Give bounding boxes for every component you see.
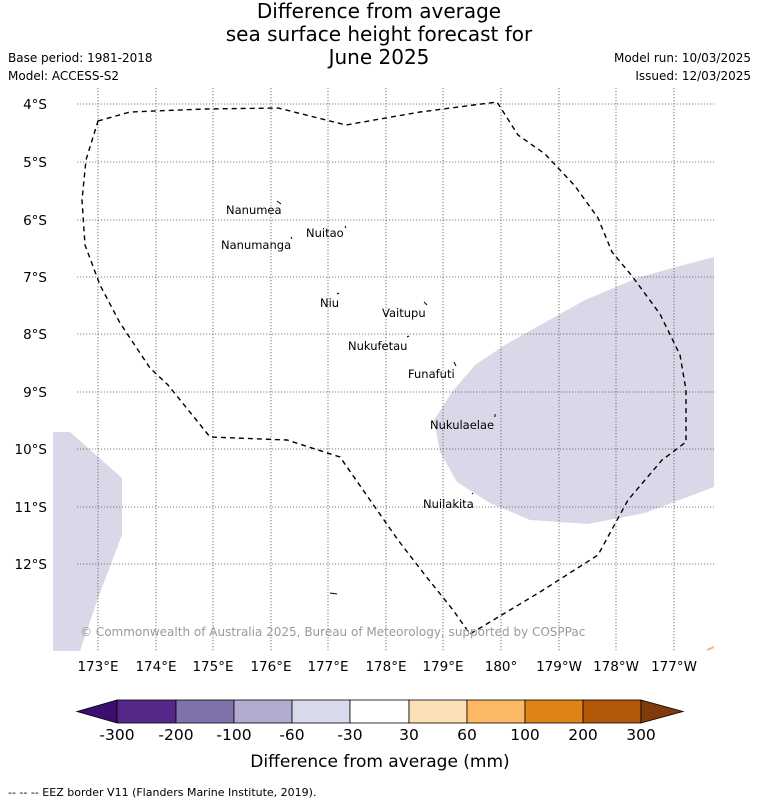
lon-label-7: 180° [485, 659, 518, 675]
colorbar-swatch-8 [582, 699, 642, 724]
colorbar-swatch-3 [291, 699, 351, 724]
colorbar-swatch-0 [116, 699, 177, 724]
lon-label-6: 179°E [422, 659, 463, 675]
island-marker-nuitao [344, 225, 347, 229]
lat-label-4: 8°S [23, 327, 47, 343]
island-marker-nukufetau [406, 335, 410, 338]
island-marker-nanumanga [290, 236, 293, 240]
meta-right: Model run: 10/03/2025 Issued: 12/03/2025 [614, 49, 751, 85]
model-name: Model: ACCESS-S2 [8, 69, 120, 83]
island-marker-niu [336, 292, 340, 295]
island-marker-nuilakita [471, 492, 474, 495]
colorbar-tick-2: -100 [216, 726, 251, 744]
island-label-nuitao: Nuitao [306, 226, 344, 240]
lat-label-5: 9°S [23, 385, 47, 401]
colorbar-swatch-5 [408, 699, 468, 724]
island-markers [276, 200, 496, 595]
anomaly-region-west [53, 432, 122, 651]
colorbar-swatch-1 [175, 699, 235, 724]
colorbar-tick-9: 300 [626, 726, 656, 744]
island-marker-nanumea [276, 200, 282, 205]
island-marker-funafuti [453, 361, 457, 367]
lon-label-5: 178°E [365, 659, 406, 675]
island-label-nukufetau: Nukufetau [348, 339, 407, 353]
island-label-niu: Niu [320, 296, 339, 310]
issued-date: Issued: 12/03/2025 [635, 69, 751, 83]
island-marker-reef [329, 592, 338, 595]
colorbar-tick-0: -300 [99, 726, 134, 744]
lon-label-0: 173°E [77, 659, 118, 675]
island-labels: Nanumea Nuitao Nanumanga Niu Vaitupu Nuk… [221, 203, 494, 511]
island-marker-vaitupu [423, 301, 428, 306]
lon-label-8: 179°W [536, 659, 582, 675]
colorbar-swatch-6 [466, 699, 526, 724]
lon-label-2: 175°E [192, 659, 233, 675]
colorbar-swatch-7 [524, 699, 584, 724]
title-line-2: sea surface height forecast for [225, 22, 533, 46]
chart-title: Difference from average sea surface heig… [0, 0, 758, 69]
model-run: Model run: 10/03/2025 [613, 51, 751, 65]
anomaly-fill [53, 257, 714, 651]
lat-label-1: 5°S [23, 155, 47, 171]
colorbar-swatches [75, 699, 685, 724]
longitude-labels: 173°E 174°E 175°E 176°E 177°E 178°E 179°E 180° 1… [77, 659, 696, 675]
lat-label-7: 11°S [15, 500, 48, 516]
island-label-funafuti: Funafuti [408, 367, 455, 381]
island-label-vaitupu: Vaitupu [382, 306, 426, 320]
island-label-nukulaelae: Nukulaelae [430, 418, 494, 432]
colorbar-tick-labels: -300 -200 -100 -60 -30 30 60 100 200 300 [99, 726, 655, 744]
lon-label-9: 178°W [593, 659, 639, 675]
island-label-nuilakita: Nuilakita [423, 497, 474, 511]
meta-left: Base period: 1981-2018 Model: ACCESS-S2 [8, 49, 153, 85]
title-line-1: Difference from average [256, 0, 502, 23]
lon-label-1: 174°E [135, 659, 176, 675]
lat-label-3: 7°S [23, 270, 47, 286]
colorbar-tick-4: -30 [337, 726, 362, 744]
colorbar-tick-6: 60 [457, 726, 477, 744]
lat-label-8: 12°S [15, 557, 48, 573]
colorbar-swatch-2 [233, 699, 293, 724]
colorbar-arrow-low [75, 699, 118, 724]
lat-label-6: 10°S [15, 442, 48, 458]
lon-label-3: 176°E [250, 659, 291, 675]
colorbar-arrow-high [640, 699, 685, 724]
base-period: Base period: 1981-2018 [8, 51, 153, 65]
colorbar-tick-1: -200 [158, 726, 193, 744]
colorbar-tick-8: 200 [568, 726, 598, 744]
anomaly-region-east [434, 257, 714, 524]
lon-label-10: 177°W [651, 659, 697, 675]
colorbar-tick-7: 100 [510, 726, 540, 744]
title-line-3: June 2025 [328, 45, 430, 69]
colorbar-label: Difference from average (mm) [250, 752, 509, 772]
colorbar-tick-5: 30 [399, 726, 419, 744]
lon-label-4: 177°E [307, 659, 348, 675]
colorbar-swatch-4 [349, 699, 410, 724]
colorbar-tick-3: -60 [279, 726, 304, 744]
footer-note: -- -- -- EEZ border V11 (Flanders Marine… [8, 786, 317, 799]
latitude-labels: 4°S 5°S 6°S 7°S 8°S 9°S 10°S 11°S 12°S [15, 97, 48, 573]
map-gridlines [77, 88, 714, 651]
copyright-notice: © Commonwealth of Australia 2025, Bureau… [80, 625, 585, 639]
lat-label-0: 4°S [23, 97, 47, 113]
island-label-nanumea: Nanumea [226, 203, 282, 217]
colorbar: -300 -200 -100 -60 -30 30 60 100 200 300 Differen… [75, 699, 685, 772]
lat-label-2: 6°S [23, 213, 47, 229]
anomaly-dot-se [706, 646, 714, 651]
island-label-nanumanga: Nanumanga [221, 238, 291, 252]
